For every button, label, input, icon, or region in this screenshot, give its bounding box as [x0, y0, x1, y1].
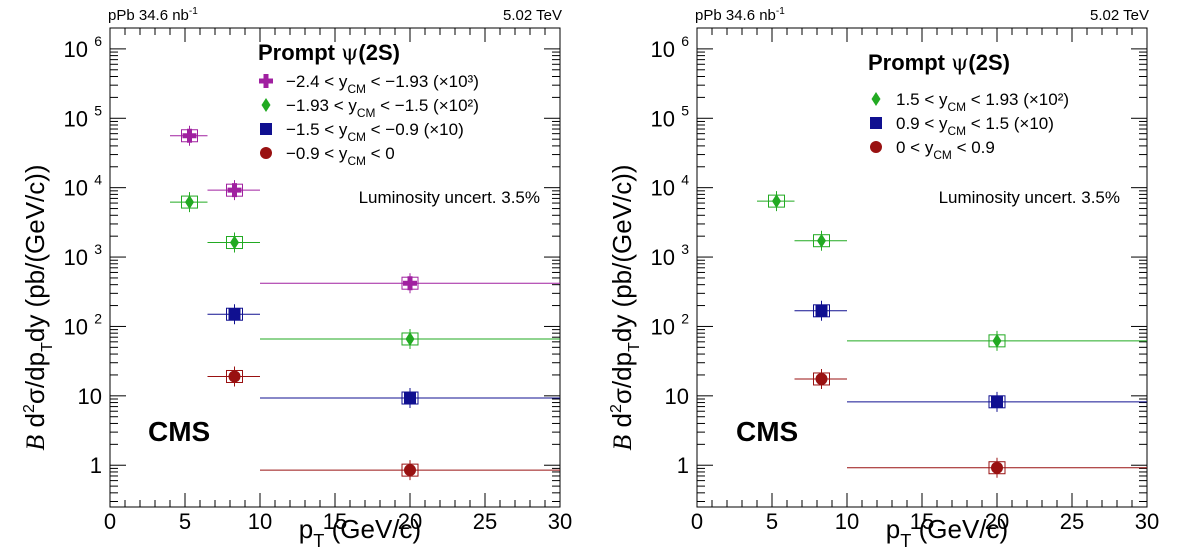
x-tick-label: 15	[910, 509, 934, 534]
legend-entry-label: 0.9 < yCM < 1.5 (×10)	[896, 114, 1054, 138]
luminosity-label: pPb 34.6 nb-1	[695, 6, 785, 24]
y-tick-label: 10	[651, 37, 675, 62]
luminosity-label: pPb 34.6 nb-1	[108, 6, 198, 24]
chart-panel-right: 0 5 10 15 20 25 30 1 10 10 2 10 3 10 4 10 5 10 6 pPb 34.6 n…	[607, 6, 1159, 548]
y-tick-exponent: 3	[94, 241, 102, 257]
x-tick-label: 10	[835, 509, 859, 534]
legend-marker	[870, 117, 882, 129]
x-tick-label: 30	[548, 509, 572, 534]
x-tick-label: 0	[691, 509, 703, 534]
x-tick-label: 20	[398, 509, 422, 534]
y-tick-label: 10	[78, 384, 102, 409]
data-point	[991, 395, 1003, 408]
legend-marker	[259, 74, 273, 88]
y-tick-label: 10	[651, 176, 675, 201]
legend-marker	[870, 141, 882, 153]
luminosity-uncertainty-note: Luminosity uncert. 3.5%	[359, 188, 540, 207]
y-tick-label: 1	[90, 453, 102, 478]
data-point	[228, 370, 241, 383]
experiment-label: CMS	[736, 416, 798, 447]
legend-marker	[261, 98, 271, 112]
experiment-label: CMS	[148, 416, 210, 447]
data-series	[170, 192, 560, 349]
data-point	[403, 276, 417, 291]
y-tick-exponent: 4	[94, 172, 102, 188]
y-tick-exponent: 5	[681, 102, 689, 118]
data-point	[991, 461, 1003, 474]
data-point	[992, 333, 1002, 348]
legend-entry-label: 0 < yCM < 0.9	[896, 138, 995, 162]
y-axis-title: B d2σ/dpTdy (pb/(GeV/c))	[607, 164, 643, 450]
x-tick-label: 20	[985, 509, 1009, 534]
y-tick-label: 1	[677, 453, 689, 478]
legend-entry-label: −1.93 < yCM < −1.5 (×10²)	[286, 96, 479, 120]
y-tick-label: 10	[651, 314, 675, 339]
y-tick-label: 10	[64, 245, 88, 270]
data-point	[185, 195, 194, 210]
data-point	[228, 308, 241, 321]
x-tick-label: 5	[179, 509, 191, 534]
y-tick-label: 10	[651, 106, 675, 131]
data-point	[405, 331, 415, 346]
data-series	[757, 191, 1147, 351]
energy-label: 5.02 TeV	[1090, 7, 1149, 24]
y-tick-label: 10	[665, 384, 689, 409]
x-tick-label: 0	[104, 509, 116, 534]
data-series	[207, 304, 560, 409]
x-tick-label: 5	[766, 509, 778, 534]
data-series	[794, 300, 1147, 412]
data-series	[794, 368, 1147, 478]
y-tick-label: 10	[64, 314, 88, 339]
y-tick-label: 10	[651, 245, 675, 270]
y-tick-label: 10	[64, 37, 88, 62]
y-tick-exponent: 6	[94, 33, 102, 49]
y-tick-label: 10	[64, 106, 88, 131]
data-point	[227, 183, 242, 198]
y-axis-title: B d2σ/dpTdy (pb/(GeV/c))	[20, 164, 56, 450]
data-series	[170, 125, 560, 294]
x-tick-label: 30	[1135, 509, 1159, 534]
y-tick-exponent: 2	[681, 310, 689, 326]
legend-entry-label: −0.9 < yCM < 0	[286, 144, 395, 168]
x-tick-label: 25	[473, 509, 497, 534]
data-series	[207, 366, 560, 481]
y-tick-exponent: 5	[94, 102, 102, 118]
legend-entry-label: −1.5 < yCM < −0.9 (×10)	[286, 120, 464, 144]
legend-marker	[260, 123, 272, 135]
y-tick-exponent: 4	[681, 172, 689, 188]
data-point	[182, 128, 197, 143]
data-point	[815, 372, 828, 385]
luminosity-uncertainty-note: Luminosity uncert. 3.5%	[939, 188, 1120, 207]
data-point	[817, 233, 826, 248]
legend-title: Prompt ψ(2S)	[868, 50, 1010, 76]
legend-marker	[871, 92, 881, 106]
x-axis-title: pT (GeV/c)	[299, 514, 421, 548]
data-point	[404, 392, 416, 405]
x-axis-title: pT (GeV/c)	[886, 514, 1008, 548]
x-tick-label: 10	[248, 509, 272, 534]
chart-panel-left: 0 5 10 15 20 25 30 1 10 10 2 10 3 10 4 10 5 10 6 pPb 34.6 n…	[20, 6, 572, 548]
legend-title: Prompt ψ(2S)	[258, 40, 400, 66]
y-tick-label: 10	[64, 176, 88, 201]
data-point	[815, 304, 828, 317]
y-tick-exponent: 2	[94, 310, 102, 326]
legend-entry-label: 1.5 < yCM < 1.93 (×10²)	[896, 90, 1069, 114]
data-point	[404, 464, 416, 477]
x-tick-label: 15	[323, 509, 347, 534]
y-tick-exponent: 6	[681, 33, 689, 49]
legend-entry-label: −2.4 < yCM < −1.93 (×10³)	[286, 72, 479, 96]
energy-label: 5.02 TeV	[503, 7, 562, 24]
x-tick-label: 25	[1060, 509, 1084, 534]
y-tick-exponent: 3	[681, 241, 689, 257]
data-point	[230, 235, 239, 250]
data-point	[772, 194, 781, 209]
legend-marker	[260, 147, 272, 159]
